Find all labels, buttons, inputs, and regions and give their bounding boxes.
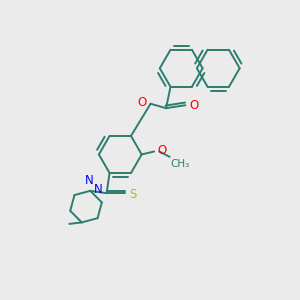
Text: O: O — [138, 96, 147, 109]
Text: CH₃: CH₃ — [171, 159, 190, 169]
Text: O: O — [157, 144, 167, 157]
Text: O: O — [189, 99, 198, 112]
Text: N: N — [94, 183, 103, 196]
Text: N: N — [85, 174, 93, 187]
Text: S: S — [129, 188, 136, 201]
